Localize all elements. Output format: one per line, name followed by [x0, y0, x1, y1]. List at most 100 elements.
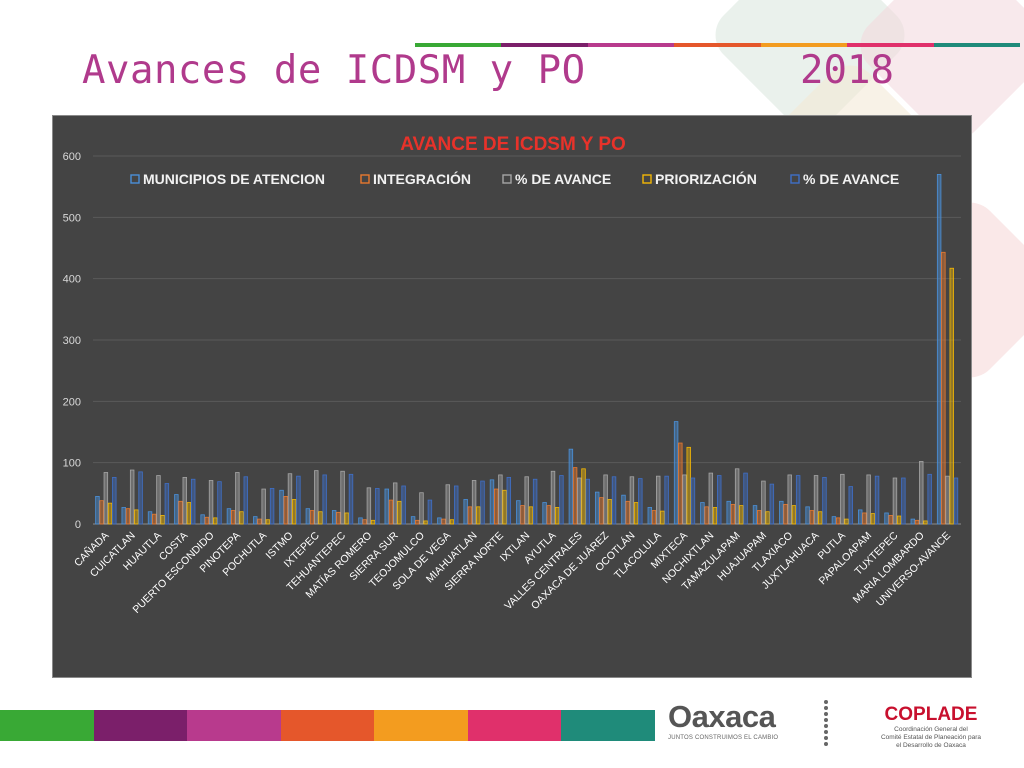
bar — [791, 505, 797, 525]
bar — [287, 473, 293, 525]
bar — [919, 461, 924, 525]
bar — [419, 492, 424, 525]
bar — [427, 499, 433, 525]
bar — [348, 473, 354, 525]
chart-frame: AVANCE DE ICDSM Y PO 0 100 200 300 400 500 600 C… — [52, 115, 972, 678]
color-segment — [587, 43, 675, 47]
bar — [269, 488, 275, 525]
bar — [498, 474, 503, 525]
bar — [445, 484, 450, 525]
bar — [178, 500, 183, 525]
bar — [362, 519, 367, 525]
bar — [449, 519, 455, 525]
y-tick-label: 0 — [75, 519, 81, 531]
bar — [532, 478, 538, 525]
bar — [524, 476, 529, 525]
coplade-logo-name: COPLADE — [884, 704, 978, 725]
legend-swatch — [642, 174, 652, 184]
bar — [160, 515, 165, 525]
bar — [489, 479, 495, 525]
slide-year: 2018 — [800, 48, 894, 93]
bar — [572, 467, 578, 525]
bar — [559, 475, 564, 525]
bar — [840, 473, 845, 525]
legend-label: % DE AVANCE — [803, 171, 899, 187]
bar — [336, 511, 341, 525]
bar — [441, 518, 446, 525]
bar — [594, 491, 600, 525]
oaxaca-logo-word: Oaxaca — [668, 699, 776, 734]
bar — [888, 515, 893, 525]
bar — [700, 502, 705, 525]
coplade-description: el Desarrollo de Oaxaca — [896, 742, 966, 749]
bar — [690, 477, 696, 525]
bar — [309, 510, 315, 525]
bar — [99, 500, 104, 525]
bar — [892, 477, 898, 525]
bar — [831, 516, 837, 525]
bar — [134, 509, 139, 525]
bar — [147, 511, 153, 525]
bar — [415, 519, 420, 525]
bar — [384, 488, 389, 525]
bottom-color-band — [0, 710, 656, 741]
bar — [809, 510, 815, 525]
bar — [437, 517, 442, 525]
bar — [581, 468, 586, 525]
legend-label: MUNICIPIOS DE ATENCION — [143, 171, 325, 187]
bar — [291, 499, 297, 525]
bar — [870, 513, 876, 525]
legend-swatch — [360, 174, 370, 184]
bar — [190, 478, 196, 525]
bar — [480, 480, 485, 525]
bar — [568, 448, 574, 525]
bar — [423, 520, 428, 525]
bar — [243, 476, 248, 525]
y-tick-label: 300 — [63, 335, 81, 347]
bar — [678, 442, 683, 525]
bar — [370, 519, 376, 525]
bar — [765, 511, 770, 525]
top-color-rule — [415, 43, 1020, 47]
bar — [603, 474, 608, 525]
bar — [914, 519, 920, 525]
bar — [673, 421, 679, 525]
oaxaca-logo-tagline: JUNTOS CONSTRUIMOS EL CAMBIO — [668, 735, 779, 741]
bar — [322, 474, 327, 525]
bar — [783, 503, 788, 525]
bar — [305, 508, 311, 525]
bar — [599, 497, 604, 525]
y-tick-label: 600 — [63, 151, 81, 163]
bar — [200, 514, 205, 525]
bar — [848, 486, 853, 525]
y-tick-label: 100 — [63, 458, 81, 470]
bar — [822, 476, 827, 525]
color-segment — [280, 710, 375, 741]
bar — [726, 500, 731, 525]
color-segment — [467, 710, 562, 741]
bar — [235, 472, 240, 525]
y-tick-label: 500 — [63, 212, 81, 224]
bar — [651, 510, 657, 525]
bar — [152, 513, 157, 525]
bar — [410, 516, 416, 525]
legend-label: % DE AVANCE — [515, 171, 611, 187]
bar — [453, 485, 459, 525]
bar — [239, 511, 244, 525]
separator-dots — [822, 700, 830, 748]
color-segment — [0, 710, 94, 741]
bar — [174, 494, 179, 525]
bar — [949, 267, 954, 525]
legend-swatch — [130, 174, 140, 184]
bar — [656, 475, 661, 525]
bar — [923, 520, 928, 525]
bar — [866, 474, 871, 525]
bar — [358, 517, 363, 525]
bar — [941, 251, 946, 525]
bar — [550, 470, 556, 525]
bar — [874, 475, 880, 525]
color-segment — [933, 43, 1020, 47]
bar — [787, 474, 792, 525]
bar — [686, 446, 691, 525]
bar — [647, 507, 652, 525]
